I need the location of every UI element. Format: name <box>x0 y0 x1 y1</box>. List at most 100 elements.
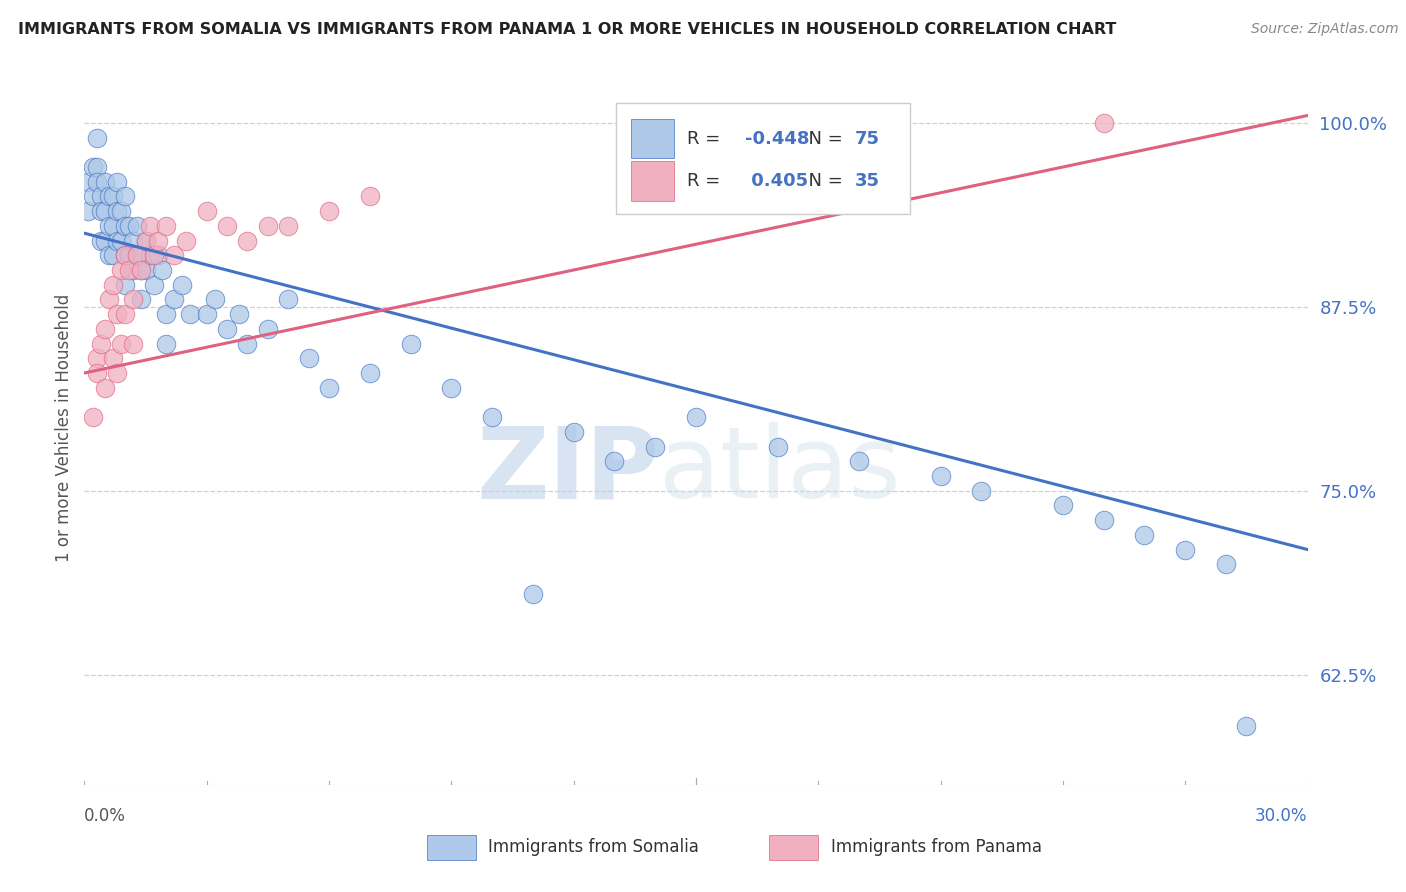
Point <box>562 425 585 439</box>
Point <box>90 189 112 203</box>
Point <box>105 366 128 380</box>
Point <box>150 263 173 277</box>
Point <box>1215 558 1237 572</box>
Point <box>101 189 124 203</box>
Point <box>142 277 165 292</box>
Point <box>114 277 136 292</box>
Text: ZIP: ZIP <box>477 423 659 519</box>
Point <box>127 248 149 262</box>
Point <box>138 248 160 262</box>
Point <box>114 248 136 262</box>
Point <box>522 587 544 601</box>
Point <box>135 234 157 248</box>
Point <box>135 234 157 248</box>
Point <box>138 219 160 233</box>
Point <box>481 410 503 425</box>
Point <box>114 189 136 203</box>
Point <box>114 219 136 233</box>
Point <box>131 263 153 277</box>
Text: R =: R = <box>688 130 727 148</box>
Point <box>86 160 108 174</box>
Point <box>118 263 141 277</box>
Point <box>228 307 250 321</box>
Point <box>163 248 186 262</box>
Point <box>236 234 259 248</box>
Point <box>131 293 153 307</box>
Point <box>359 189 381 203</box>
Point <box>217 322 239 336</box>
Point <box>118 248 141 262</box>
Point <box>142 248 165 262</box>
Point <box>105 175 128 189</box>
Point <box>127 248 149 262</box>
Point <box>118 219 141 233</box>
Point <box>110 234 132 248</box>
Point <box>163 293 186 307</box>
Point <box>114 307 136 321</box>
Point <box>236 336 259 351</box>
Point <box>86 175 108 189</box>
Point <box>685 410 707 425</box>
Point <box>766 440 789 454</box>
Point <box>1236 719 1258 733</box>
FancyBboxPatch shape <box>769 835 818 860</box>
Point <box>97 293 120 307</box>
Point <box>318 204 340 219</box>
Point <box>1092 513 1115 527</box>
Point <box>1052 499 1074 513</box>
Text: 75: 75 <box>855 130 880 148</box>
Text: 35: 35 <box>855 172 880 190</box>
Point <box>93 234 115 248</box>
Point <box>82 189 104 203</box>
Point <box>131 263 153 277</box>
Point <box>77 175 100 189</box>
Point <box>86 351 108 366</box>
Point <box>97 189 120 203</box>
Point <box>77 204 100 219</box>
Point <box>298 351 321 366</box>
Point <box>101 219 124 233</box>
Point <box>195 307 218 321</box>
Point <box>93 322 115 336</box>
Point <box>97 248 120 262</box>
Point <box>929 469 952 483</box>
Point <box>93 204 115 219</box>
FancyBboxPatch shape <box>631 161 673 201</box>
Point <box>105 307 128 321</box>
Point <box>127 219 149 233</box>
Point <box>90 204 112 219</box>
Point <box>644 440 666 454</box>
Point <box>257 219 280 233</box>
Point <box>122 263 145 277</box>
Point <box>848 454 870 468</box>
Text: N =: N = <box>797 130 849 148</box>
Point <box>105 204 128 219</box>
Text: N =: N = <box>797 172 849 190</box>
Point <box>114 248 136 262</box>
Point <box>122 234 145 248</box>
Point <box>110 263 132 277</box>
Point <box>93 381 115 395</box>
FancyBboxPatch shape <box>616 103 910 214</box>
Point <box>146 248 169 262</box>
Point <box>110 204 132 219</box>
Text: -0.448: -0.448 <box>745 130 810 148</box>
Point <box>155 219 177 233</box>
Point <box>603 454 626 468</box>
Point <box>155 307 177 321</box>
Point <box>174 234 197 248</box>
Point <box>277 293 299 307</box>
Point <box>122 293 145 307</box>
Point <box>440 381 463 395</box>
Point <box>101 277 124 292</box>
Point <box>359 366 381 380</box>
Point <box>318 381 340 395</box>
Text: atlas: atlas <box>659 423 901 519</box>
Point <box>90 336 112 351</box>
Point <box>257 322 280 336</box>
Point <box>1133 528 1156 542</box>
Point <box>110 336 132 351</box>
Point <box>1174 542 1197 557</box>
Text: 30.0%: 30.0% <box>1256 807 1308 825</box>
Point <box>101 351 124 366</box>
